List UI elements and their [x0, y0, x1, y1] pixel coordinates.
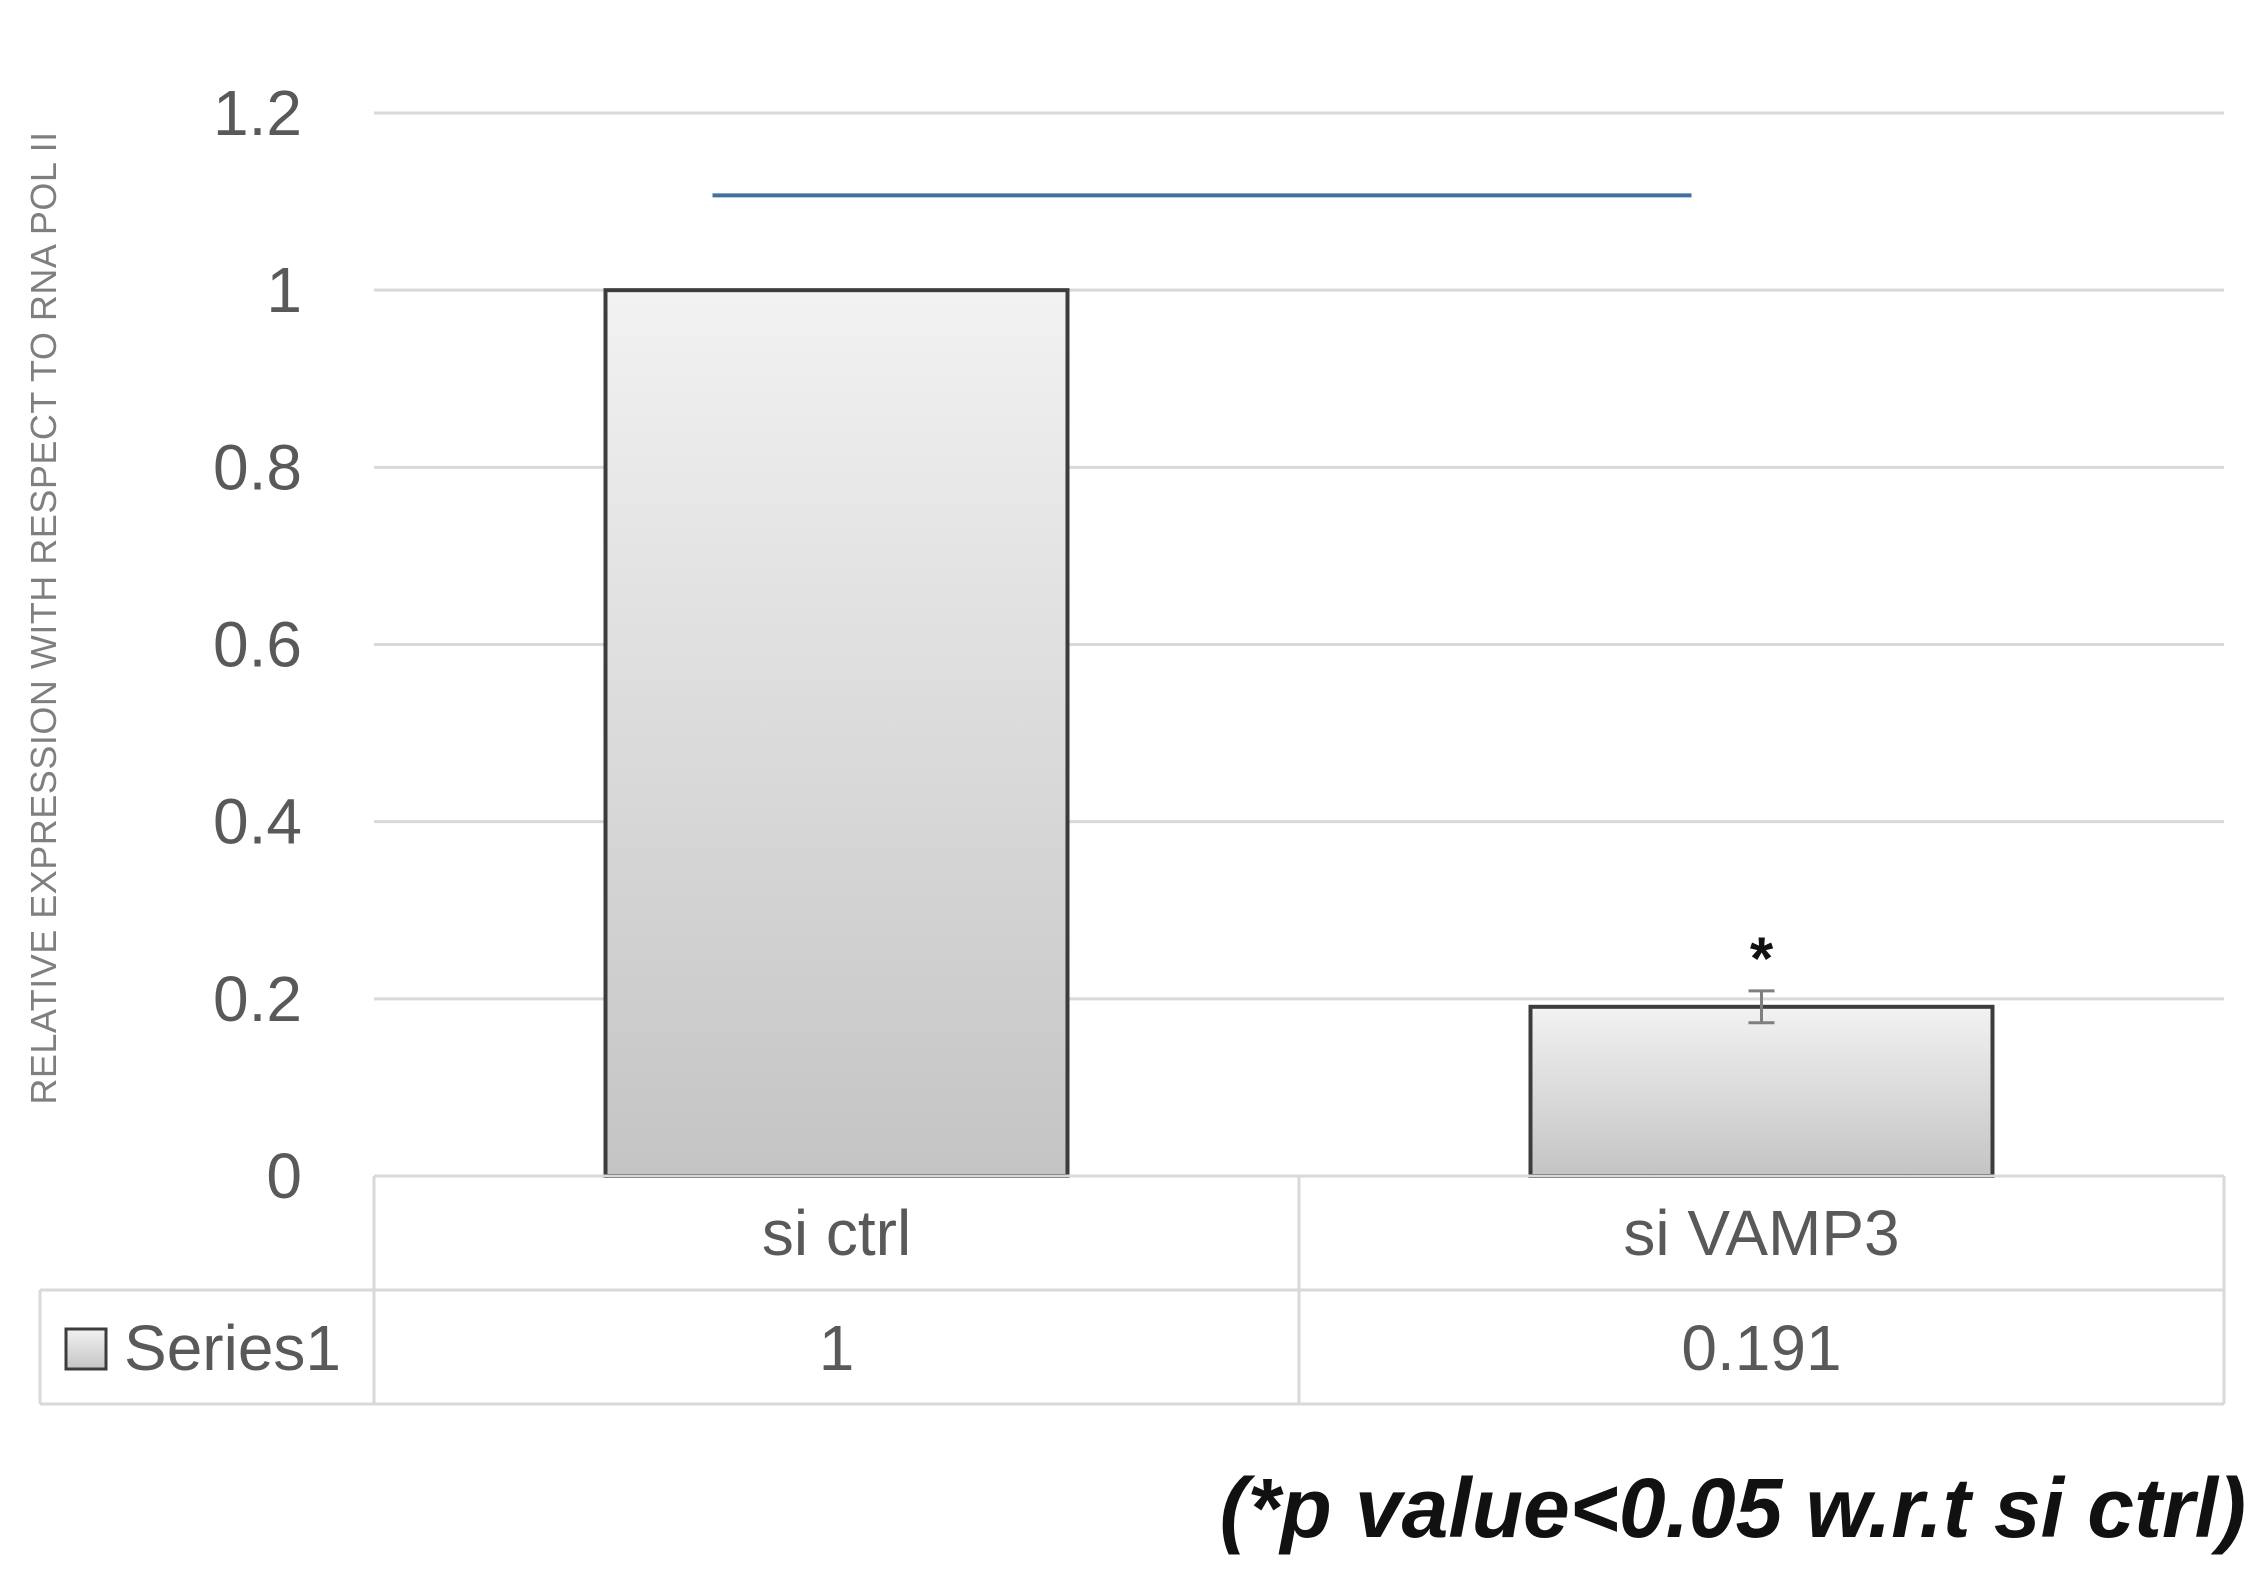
y-axis-label: RELATIVE EXPRESSION WITH RESPECT TO RNA …: [23, 131, 64, 1104]
bars: *: [374, 193, 2224, 1179]
y-tick-label: 0.6: [213, 609, 302, 681]
data-table: si ctrl 1 si VAMP3 0.191 Series1: [38, 1176, 2226, 1406]
data-table-value: 1: [819, 1312, 855, 1384]
y-tick-label: 0.8: [213, 431, 302, 503]
significance-footnote: (*p value<0.05 w.r.t si ctrl): [1219, 1461, 2246, 1555]
x-category-label: si ctrl: [762, 1197, 911, 1269]
y-tick-label: 0.4: [213, 786, 302, 858]
y-tick-label: 0.2: [213, 963, 302, 1035]
y-tick-label: 1.2: [213, 77, 302, 149]
y-tick-label: 0: [266, 1140, 302, 1212]
data-table-value: 0.191: [1681, 1312, 1841, 1384]
y-tick-label: 1: [266, 254, 302, 326]
bar: [1528, 1004, 1995, 1179]
x-category-label: si VAMP3: [1623, 1197, 1899, 1269]
bar: [603, 288, 1070, 1178]
y-tick-labels: 0 0.2 0.4 0.6 0.8 1 1.2: [213, 77, 302, 1212]
legend-key: [64, 1327, 108, 1371]
significance-asterisk: *: [1750, 925, 1774, 992]
legend-series-name: Series1: [124, 1312, 341, 1384]
